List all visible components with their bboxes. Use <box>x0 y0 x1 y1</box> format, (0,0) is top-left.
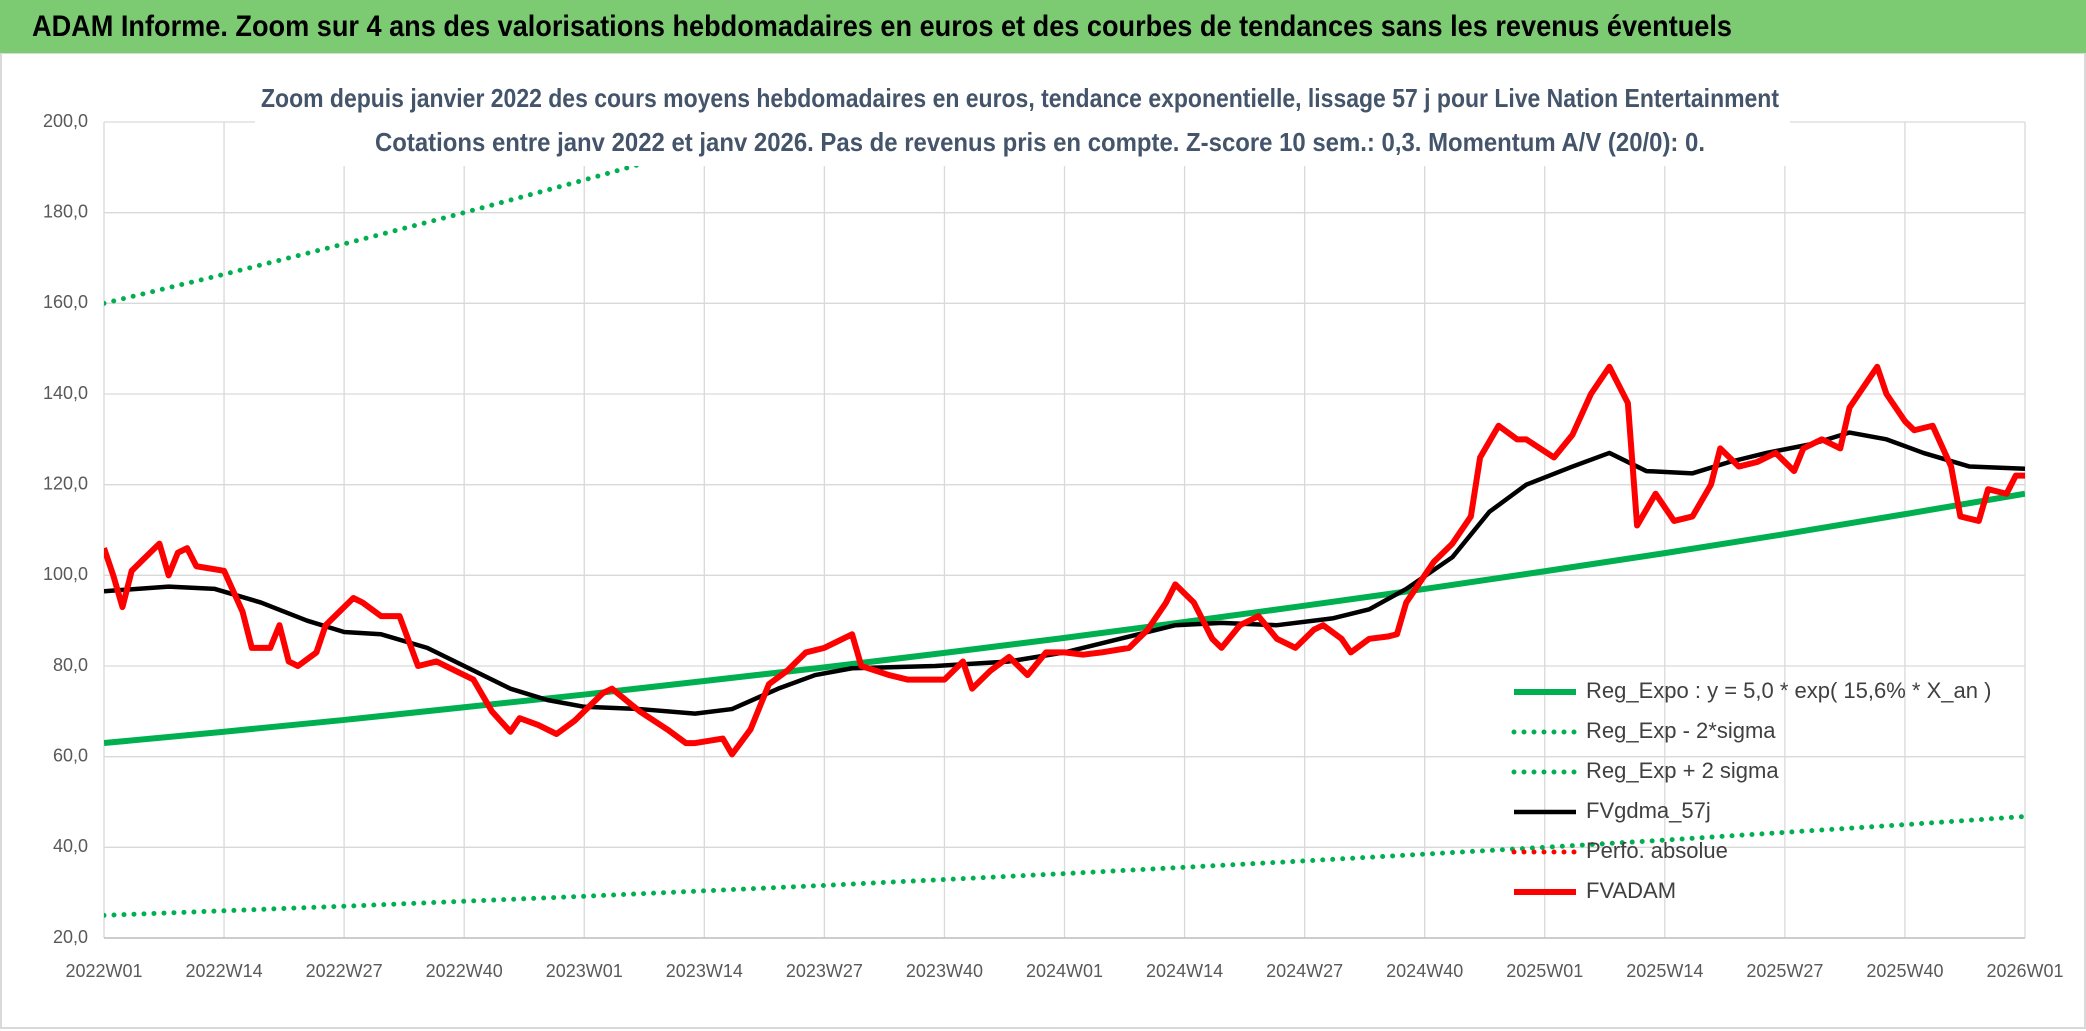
x-tick-label: 2024W01 <box>1026 961 1103 981</box>
header-bar <box>0 0 2086 53</box>
y-tick-label: 160,0 <box>43 292 88 312</box>
series-line <box>104 430 2025 716</box>
legend-label: Reg_Exp - 2*sigma <box>1586 718 1776 743</box>
y-tick-label: 140,0 <box>43 383 88 403</box>
x-tick-label: 2022W27 <box>306 961 383 981</box>
series-line <box>104 122 795 306</box>
y-tick-label: 120,0 <box>43 473 88 493</box>
x-tick-label: 2023W14 <box>666 961 743 981</box>
title-box <box>255 80 1790 166</box>
y-tick-label: 200,0 <box>43 111 88 131</box>
x-tick-label: 2024W40 <box>1386 961 1463 981</box>
x-tick-label: 2022W40 <box>426 961 503 981</box>
x-tick-label: 2025W27 <box>1746 961 1823 981</box>
grid <box>103 121 2026 939</box>
series-line <box>104 363 2025 758</box>
chart-title: Zoom depuis janvier 2022 des cours moyen… <box>261 83 1779 113</box>
legend-label: Reg_Expo : y = 5,0 * exp( 15,6% * X_an ) <box>1586 678 1991 703</box>
x-tick-label: 2022W01 <box>65 961 142 981</box>
y-tick-label: 40,0 <box>53 836 88 856</box>
series-line <box>104 814 2025 918</box>
x-tick-label: 2026W01 <box>1986 961 2063 981</box>
header-title: ADAM Informe. Zoom sur 4 ans des valoris… <box>32 10 1732 43</box>
series-layer <box>104 122 2025 918</box>
x-tick-label: 2023W01 <box>546 961 623 981</box>
y-tick-label: 80,0 <box>53 655 88 675</box>
x-tick-label: 2024W27 <box>1266 961 1343 981</box>
y-tick-label: 100,0 <box>43 564 88 584</box>
legend: Reg_Expo : y = 5,0 * exp( 15,6% * X_an )… <box>1511 678 1991 903</box>
x-tick-label: 2023W40 <box>906 961 983 981</box>
x-tick-label: 2023W27 <box>786 961 863 981</box>
x-tick-label: 2025W14 <box>1626 961 1703 981</box>
x-tick-label: 2025W40 <box>1866 961 1943 981</box>
x-tick-label: 2025W01 <box>1506 961 1583 981</box>
series-line <box>104 490 2025 747</box>
x-tick-label: 2022W14 <box>186 961 263 981</box>
legend-label: Perfo. absolue <box>1586 838 1728 863</box>
y-tick-label: 20,0 <box>53 927 88 947</box>
legend-label: Reg_Exp + 2 sigma <box>1586 758 1779 783</box>
axes: 20,0 40,0 60,0 80,0 100,0 120,0 140,0 160,0 180,… <box>43 111 2064 981</box>
chart-subtitle: Cotations entre janv 2022 et janv 2026. … <box>375 127 1705 157</box>
legend-label: FVADAM <box>1586 878 1676 903</box>
x-tick-label: 2024W14 <box>1146 961 1223 981</box>
y-tick-label: 60,0 <box>53 745 88 765</box>
y-tick-label: 180,0 <box>43 201 88 221</box>
legend-label: FVgdma_57j <box>1586 798 1711 823</box>
